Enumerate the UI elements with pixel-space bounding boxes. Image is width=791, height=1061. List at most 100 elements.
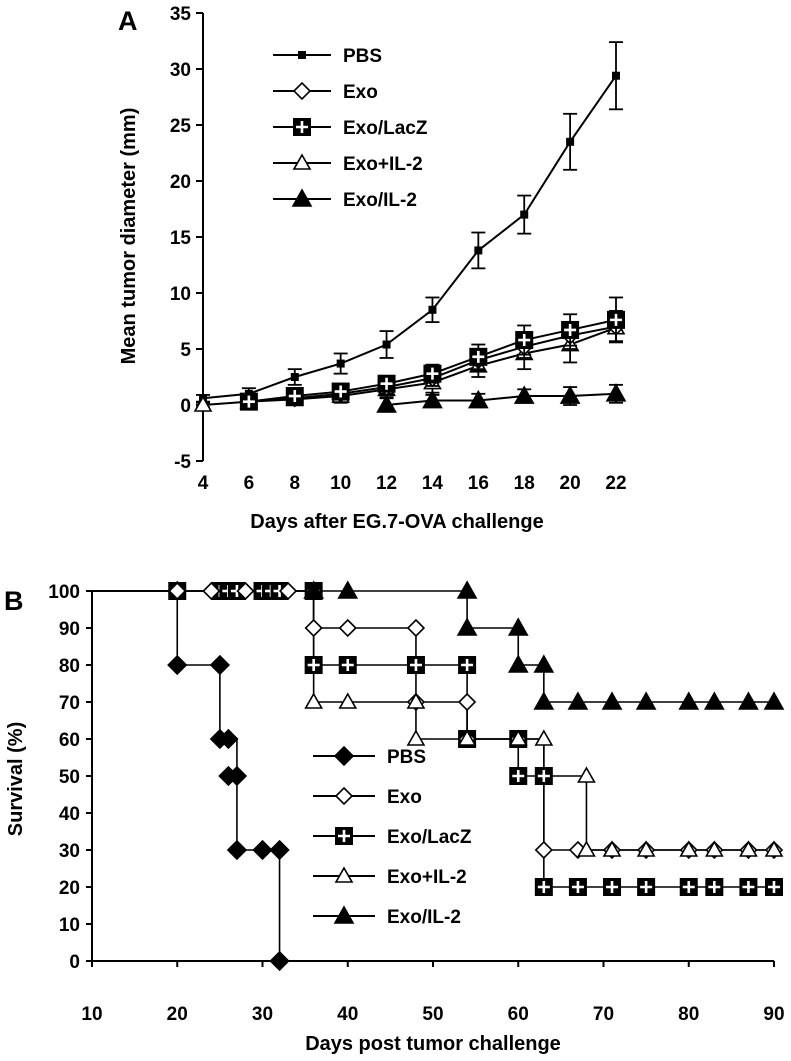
panel-b-x-tick-label: 20 (167, 1004, 188, 1025)
panel-a-data-point (612, 71, 620, 80)
panel-b-data-point (635, 691, 657, 710)
panel-b-data-point (338, 656, 357, 674)
panel-b-legend-marker (335, 827, 353, 845)
panel-b-x-tick-label: 60 (508, 1004, 529, 1025)
panel-a-y-tick-label: 20 (170, 172, 191, 193)
panel-a-y-tick-label: 30 (170, 60, 191, 81)
panel-a-data-point (513, 385, 535, 404)
panel-b-y-tick-label: 70 (59, 693, 80, 714)
panel-b-data-point (567, 691, 589, 710)
panel-b-survival-step-line (92, 590, 281, 961)
panel-b-data-point (507, 654, 529, 673)
panel-b-y-tick-label: 10 (59, 915, 80, 936)
panel-b-data-point (602, 840, 622, 857)
chart-panel-b: B Survival (%) Days post tumor challenge… (4, 580, 785, 1055)
panel-a-data-point (515, 331, 534, 350)
panel-b-legend-marker (333, 745, 355, 767)
panel-a-data-point (382, 340, 391, 349)
panel-b-data-point (739, 840, 758, 857)
panel-b-data-point (577, 840, 596, 857)
panel-b-data-point (456, 617, 478, 636)
panel-a-y-axis-title: Mean tumor diameter (mm) (118, 108, 140, 365)
panel-b-data-point (601, 691, 623, 710)
panel-b-y-axis-title: Survival (%) (5, 722, 27, 836)
panel-a-x-tick-label: 14 (422, 473, 444, 494)
panel-b-data-point (406, 656, 425, 674)
panel-b-data-point (533, 691, 555, 710)
panel-a-legend-label: Exo/LacZ (343, 118, 428, 139)
panel-a-legend-marker (292, 153, 312, 170)
panel-b-y-tick-label: 100 (48, 582, 80, 603)
panel-a-data-point (331, 382, 350, 401)
panel-a-legend-marker (292, 81, 312, 101)
panel-b-data-point (568, 878, 587, 896)
panel-b-y-tick-label: 0 (69, 952, 80, 973)
panel-a-data-point (239, 392, 258, 411)
panel-b-data-point (236, 581, 255, 601)
panel-b-data-point (763, 691, 785, 710)
panel-b-survival-step-line (92, 590, 774, 703)
panel-b-survival-step-line (92, 590, 774, 851)
panel-a-x-tick-label: 20 (560, 473, 581, 494)
panel-b-x-tick-label: 40 (337, 1004, 358, 1025)
panel-a-x-tick-label: 12 (376, 473, 397, 494)
panel-a-data-point (467, 389, 489, 409)
panel-a-y-tick-label: 10 (170, 284, 191, 305)
panel-a-y-tick-label: 0 (180, 396, 191, 417)
panel-b-legend-label: Exo/IL-2 (387, 907, 461, 928)
panel-a-data-point (377, 374, 396, 393)
panel-b-y-tick-label: 80 (59, 656, 80, 677)
panel-a-legend-label: Exo/IL-2 (343, 190, 417, 211)
panel-b-data-point (636, 840, 656, 857)
panel-b-y-tick-label: 90 (59, 619, 80, 640)
panel-a-legend-label: Exo (343, 82, 378, 103)
panel-b-x-tick-label: 80 (678, 1004, 699, 1025)
panel-a-x-axis-title: Days after EG.7-OVA challenge (250, 511, 543, 533)
panel-b-data-point (226, 765, 248, 787)
panel-b-data-point (406, 729, 426, 746)
panel-b-data-point (269, 950, 290, 972)
panel-b-data-point (304, 656, 323, 674)
panel-b-y-tick-label: 40 (59, 804, 80, 825)
panel-b-data-point (338, 692, 358, 709)
panel-a-data-point (605, 383, 627, 402)
panel-a-data-point (566, 137, 575, 146)
panel-a-data-point (561, 320, 580, 339)
panel-b-data-point (764, 840, 784, 857)
panel-b-data-point (577, 766, 596, 783)
panel-b-data-point (603, 878, 622, 896)
panel-a-y-tick-label: 25 (170, 116, 192, 137)
panel-a-x-tick-label: 8 (289, 473, 300, 494)
panel-a-x-tick-label: 18 (514, 473, 535, 494)
panel-b-x-tick-label: 10 (81, 1004, 102, 1025)
panel-b-y-tick-label: 50 (59, 767, 80, 788)
panel-b-data-point (406, 692, 426, 709)
panel-a-data-point (422, 389, 443, 409)
panel-a-series-line (202, 75, 617, 400)
panel-a-data-point (607, 310, 625, 329)
panel-b-y-tick-label: 60 (59, 730, 80, 751)
panel-b-data-point (679, 840, 699, 857)
panel-a-y-tick-label: 35 (170, 4, 192, 25)
panel-b-data-point (765, 878, 783, 896)
panel-b-legend-marker (334, 786, 354, 806)
panel-b-data-point (338, 618, 357, 638)
panel-a-data-point (559, 385, 581, 404)
panel-a-y-tick-label: 15 (170, 228, 192, 249)
panel-a-data-point (423, 364, 442, 383)
panel-b-data-point (458, 656, 477, 674)
panel-b-data-point (704, 840, 724, 857)
panel-b-y-tick-label: 20 (59, 878, 80, 899)
panel-a-x-tick-label: 22 (605, 473, 626, 494)
panel-a-data-point (336, 359, 345, 368)
panel-a-series-line (386, 392, 617, 406)
panel-b-x-tick-label: 30 (252, 1004, 273, 1025)
panel-b-data-point (226, 839, 248, 861)
panel-b-data-point (534, 840, 553, 860)
panel-a-data-point (193, 395, 213, 412)
panel-b-data-point (508, 729, 528, 746)
panel-a-y-tick-label: -5 (174, 452, 191, 473)
panel-b-data-point (202, 581, 221, 601)
panel-b-legend-label: Exo (387, 787, 422, 808)
